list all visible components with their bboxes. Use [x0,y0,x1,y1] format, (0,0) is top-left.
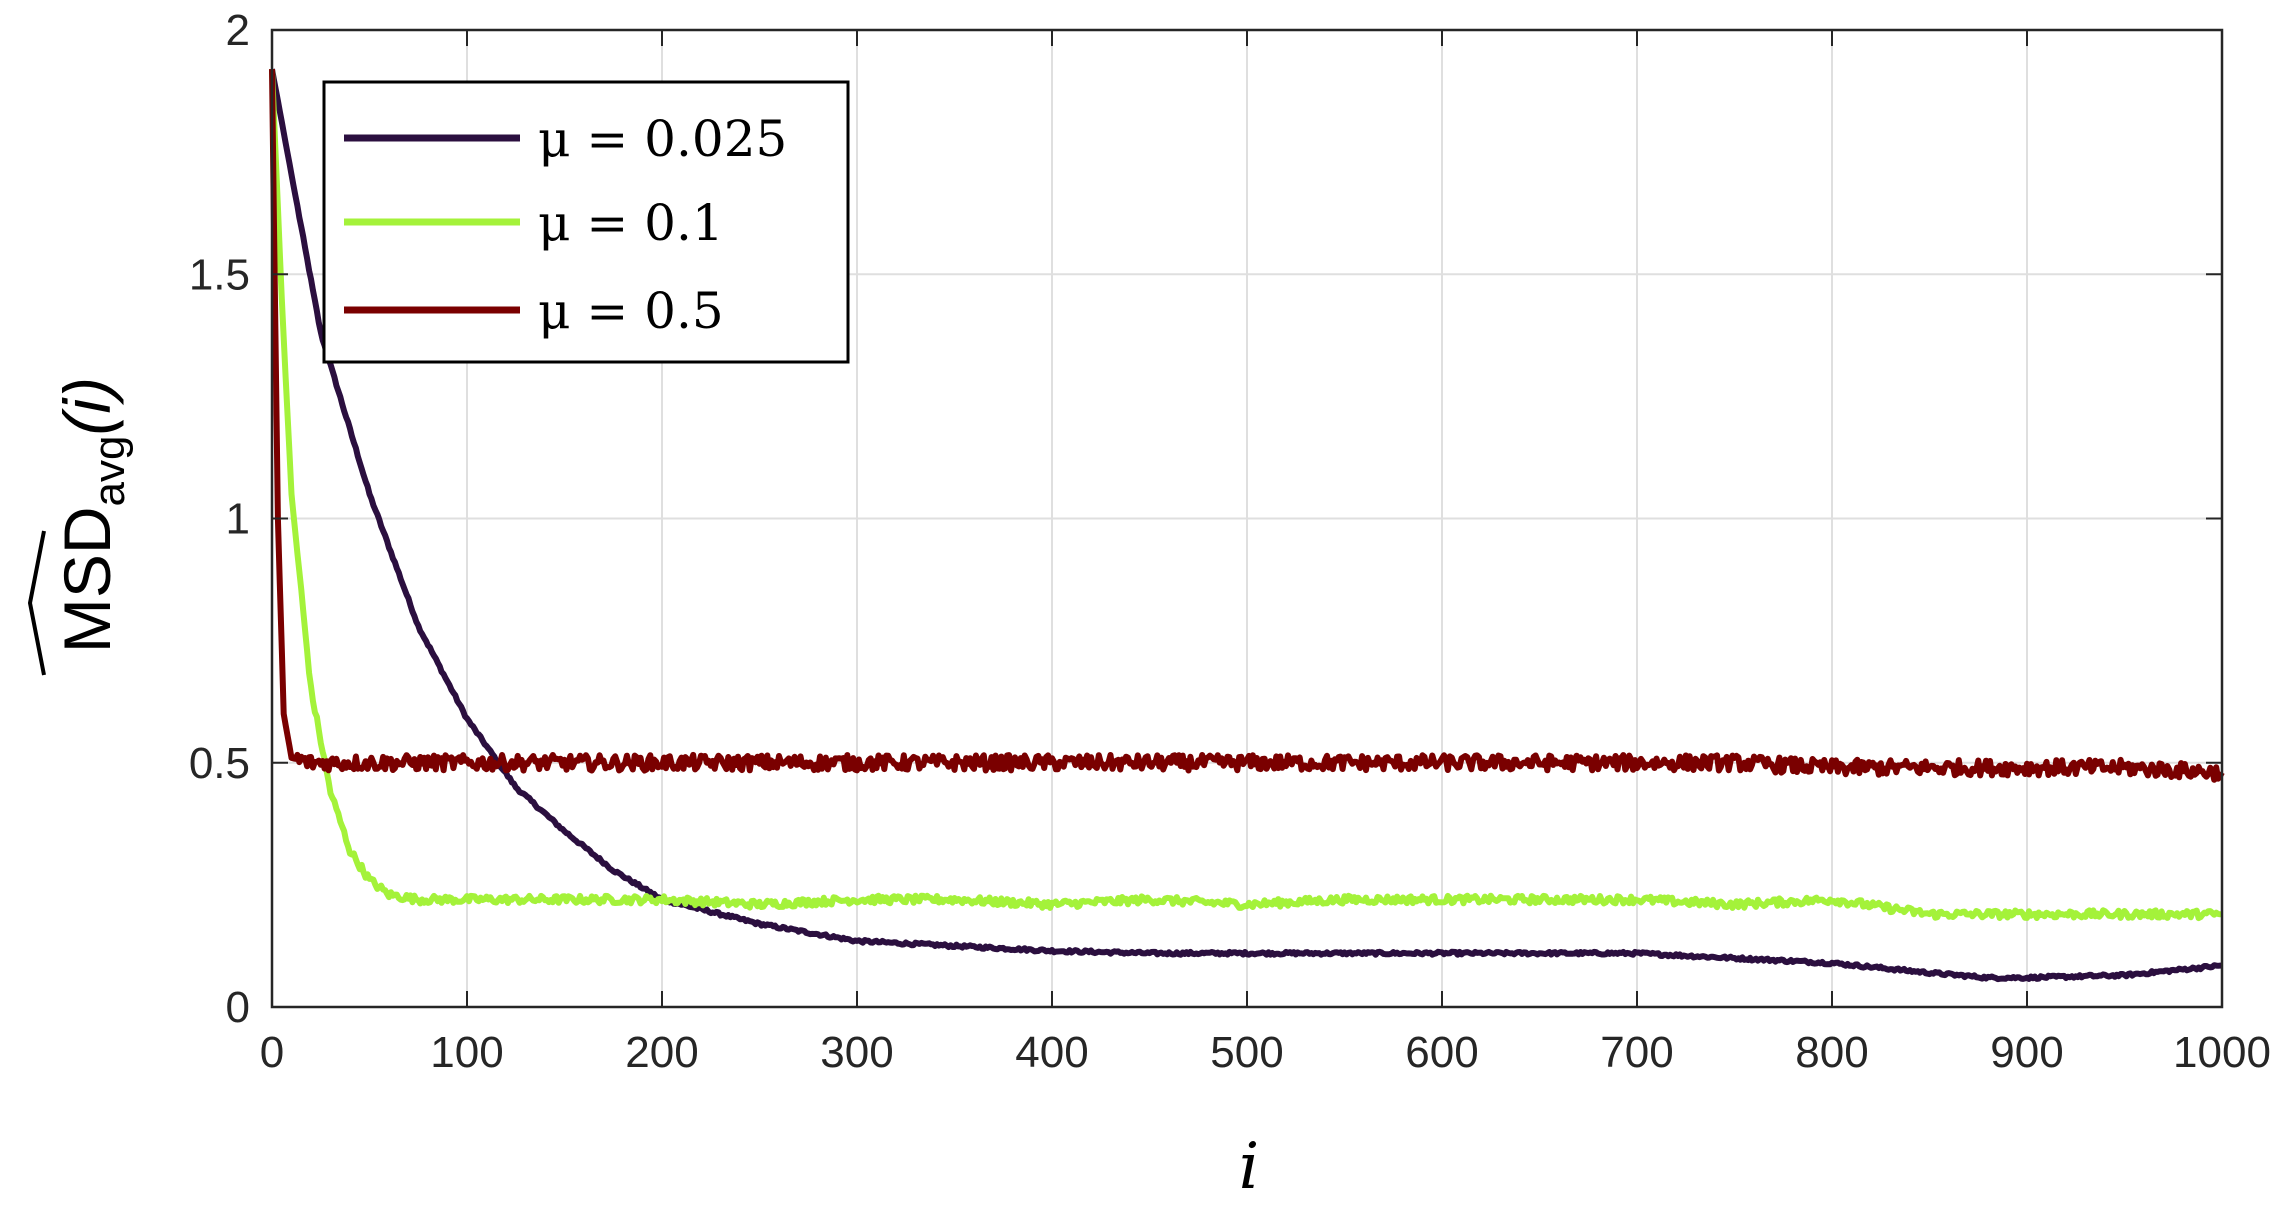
x-tick-label: 900 [1990,1028,2063,1077]
legend-label-2: μ = 0.5 [538,282,724,340]
y-axis-label-hat [27,530,46,676]
y-tick-label: 2 [226,6,250,55]
x-tick-label: 200 [625,1028,698,1077]
x-axis-label: i [1239,1130,1259,1204]
x-tick-label: 0 [260,1028,284,1077]
plot-frame [270,28,2224,1009]
x-tick-label: 800 [1795,1028,1868,1077]
series-line-2 [269,69,2225,783]
axes [270,28,2224,1009]
x-tick-label: 100 [430,1028,503,1077]
series-lines [269,68,2225,983]
y-tick-label: 1 [226,495,250,544]
x-tick-label: 1000 [2173,1028,2271,1077]
x-tick-label: 600 [1405,1028,1478,1077]
y-axis-label-argument: (i) [50,377,124,436]
y-tick-label: 0.5 [189,739,250,788]
x-tick-label: 700 [1600,1028,1673,1077]
x-tick-label: 500 [1210,1028,1283,1077]
y-axis-label-subscript: avg [85,436,134,507]
legend-label-0: μ = 0.025 [538,110,787,168]
legend-label-1: μ = 0.1 [538,194,724,252]
legend: μ = 0.025 μ = 0.1 μ = 0.5 [322,80,850,364]
y-axis-label-base: MSD [50,506,124,653]
tick-labels: 0 100 200 300 400 500 600 700 800 900 1000 0 0.5 1 1.5… [189,6,2271,1077]
x-tick-label: 300 [820,1028,893,1077]
y-tick-label: 0 [226,983,250,1032]
svg-text:MSDavg(i): MSDavg(i) [50,377,134,653]
y-axis-label: MSDavg(i) [27,377,134,676]
y-tick-label: 1.5 [189,250,250,299]
series-line-0 [269,68,2224,983]
series-line-1 [269,68,2224,922]
x-tick-label: 400 [1015,1028,1088,1077]
